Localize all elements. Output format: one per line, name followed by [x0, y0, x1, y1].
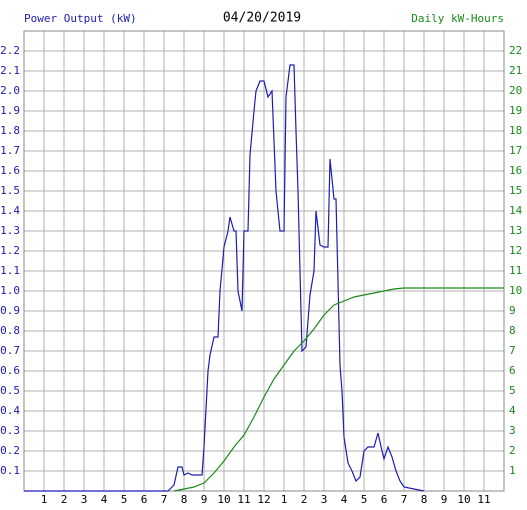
x-tick-label: 2	[301, 493, 308, 506]
x-tick-label: 2	[61, 493, 68, 506]
y-tick-label: 0.4	[0, 404, 20, 417]
y2-tick-label: 19	[509, 104, 522, 117]
y2-tick-label: 6	[509, 364, 516, 377]
y2-tick-label: 3	[509, 424, 516, 437]
y-tick-label: 1.3	[0, 224, 20, 237]
y2-tick-label: 17	[509, 144, 522, 157]
x-tick-label: 3	[81, 493, 88, 506]
x-tick-label: 9	[441, 493, 448, 506]
x-tick-label: 4	[101, 493, 108, 506]
x-tick-label: 9	[201, 493, 208, 506]
y-tick-label: 1.1	[0, 264, 20, 277]
y2-tick-label: 22	[509, 44, 522, 57]
y2-tick-label: 5	[509, 384, 516, 397]
x-tick-label: 10	[457, 493, 470, 506]
y-tick-label: 1.5	[0, 184, 20, 197]
x-tick-label: 6	[141, 493, 148, 506]
plot-border	[23, 30, 505, 492]
y2-tick-label: 18	[509, 124, 522, 137]
y2-tick-label: 20	[509, 84, 522, 97]
chart-title: 04/20/2019	[223, 11, 301, 26]
y-tick-label: 0.9	[0, 304, 20, 317]
y-tick-label: 0.7	[0, 344, 20, 357]
y2-tick-label: 4	[509, 404, 516, 417]
x-tick-label: 8	[181, 493, 188, 506]
y2-tick-label: 9	[509, 304, 516, 317]
y-tick-label: 2.1	[0, 64, 20, 77]
y-tick-label: 0.6	[0, 364, 20, 377]
y-tick-label: 1.6	[0, 164, 20, 177]
x-tick-label: 7	[161, 493, 168, 506]
x-tick-label: 5	[361, 493, 368, 506]
x-tick-label: 7	[401, 493, 408, 506]
y2-tick-label: 15	[509, 184, 522, 197]
x-tick-label: 12	[257, 493, 270, 506]
y2-tick-label: 12	[509, 244, 522, 257]
x-tick-label: 6	[381, 493, 388, 506]
x-tick-label: 1	[41, 493, 48, 506]
y2-tick-label: 10	[509, 284, 522, 297]
y-tick-label: 0.5	[0, 384, 20, 397]
y2-tick-label: 21	[509, 64, 522, 77]
x-tick-label: 11	[237, 493, 250, 506]
y2-tick-label: 2	[509, 444, 516, 457]
x-tick-label: 4	[341, 493, 348, 506]
x-tick-label: 5	[121, 493, 128, 506]
y2-tick-label: 14	[509, 204, 523, 217]
y-tick-label: 1.2	[0, 244, 20, 257]
x-tick-label: 10	[217, 493, 230, 506]
y2-axis-title: Daily kW-Hours	[411, 12, 504, 25]
y-tick-label: 1.7	[0, 144, 20, 157]
y-tick-label: 1.8	[0, 124, 20, 137]
x-tick-label: 3	[321, 493, 328, 506]
y-tick-label: 0.2	[0, 444, 20, 457]
y-tick-label: 1.0	[0, 284, 20, 297]
y-tick-label: 2.2	[0, 44, 20, 57]
y-tick-label: 0.1	[0, 464, 20, 477]
series-line	[24, 64, 425, 492]
y-tick-label: 2.0	[0, 84, 20, 97]
y-tick-label: 1.9	[0, 104, 20, 117]
series-line	[173, 287, 504, 492]
x-tick-label: 1	[281, 493, 288, 506]
x-tick-label: 11	[477, 493, 490, 506]
y2-tick-label: 13	[509, 224, 522, 237]
y2-tick-label: 11	[509, 264, 522, 277]
y-tick-label: 1.4	[0, 204, 20, 217]
y2-tick-label: 16	[509, 164, 522, 177]
y-tick-label: 0.3	[0, 424, 20, 437]
y-tick-label: 0.8	[0, 324, 20, 337]
y2-tick-label: 1	[509, 464, 516, 477]
y2-tick-label: 7	[509, 344, 516, 357]
x-tick-label: 8	[421, 493, 428, 506]
y-axis-title: Power Output (kW)	[24, 12, 137, 25]
y2-tick-label: 8	[509, 324, 516, 337]
